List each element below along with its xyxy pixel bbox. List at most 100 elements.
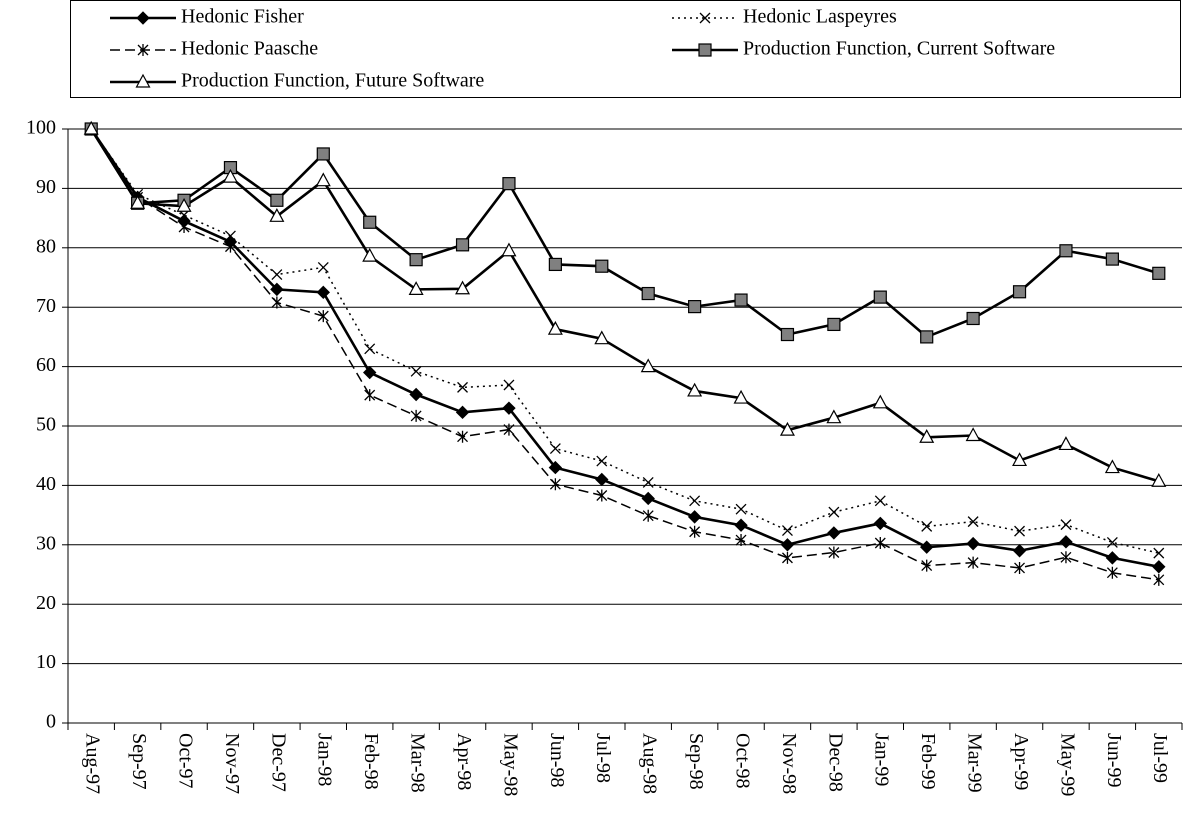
legend-item: Hedonic Fisher xyxy=(110,6,304,28)
x-tick-label: Jul-99 xyxy=(1149,733,1171,783)
data-point xyxy=(966,311,980,326)
data-point xyxy=(178,221,190,234)
data-point xyxy=(687,382,703,397)
data-point xyxy=(362,247,378,262)
data-point xyxy=(596,489,608,502)
data-point xyxy=(363,365,377,380)
data-point xyxy=(641,286,655,301)
data-point xyxy=(1105,551,1120,565)
x-tick-label: Feb-99 xyxy=(917,733,939,790)
series-line xyxy=(90,128,1160,339)
data-point xyxy=(920,330,934,344)
data-point xyxy=(873,290,887,304)
x-tick-label: Mar-99 xyxy=(964,733,986,793)
data-point xyxy=(1014,525,1025,537)
data-point xyxy=(1153,573,1165,586)
legend-marker xyxy=(135,73,151,88)
data-point xyxy=(1105,252,1119,266)
data-point xyxy=(965,427,981,442)
x-tick-label: Nov-97 xyxy=(221,733,243,794)
legend-label: Hedonic Laspeyres xyxy=(743,6,897,28)
data-point xyxy=(827,317,841,332)
data-point xyxy=(826,409,842,424)
data-point xyxy=(920,540,934,554)
data-point xyxy=(363,215,377,229)
legend-label: Production Function, Current Software xyxy=(743,38,1055,60)
data-point xyxy=(1152,266,1166,280)
x-tick-label: Oct-97 xyxy=(174,733,196,789)
legend-marker xyxy=(136,11,150,25)
data-point xyxy=(595,259,609,273)
x-tick-label: Sep-97 xyxy=(128,733,150,790)
data-point xyxy=(689,495,701,507)
legend-marker xyxy=(698,43,712,57)
data-point xyxy=(781,525,793,537)
data-point xyxy=(270,193,284,207)
data-point xyxy=(1012,452,1028,467)
series-line xyxy=(90,128,1159,581)
data-point xyxy=(130,194,146,209)
data-point xyxy=(874,495,886,507)
data-point xyxy=(780,327,795,342)
legend-label: Production Function, Future Software xyxy=(181,70,484,92)
series-line xyxy=(90,128,1160,569)
x-tick-label: Jun-99 xyxy=(1103,733,1125,787)
data-point xyxy=(364,389,376,402)
legend-label: Hedonic Fisher xyxy=(181,6,304,28)
data-point xyxy=(966,536,980,551)
x-tick-label: Dec-98 xyxy=(824,733,846,792)
legend-item: Production Function, Future Software xyxy=(110,70,484,92)
data-point xyxy=(1152,560,1166,574)
x-tick-label: Jun-98 xyxy=(546,733,568,787)
data-point xyxy=(641,491,655,506)
data-point xyxy=(781,551,793,564)
data-point xyxy=(1104,459,1120,474)
data-point xyxy=(1106,536,1118,548)
data-point xyxy=(224,240,236,253)
data-point xyxy=(919,429,935,443)
data-point xyxy=(1014,561,1025,574)
data-point xyxy=(1153,547,1165,559)
y-tick-label: 20 xyxy=(36,592,56,614)
data-point xyxy=(735,503,747,515)
y-tick-label: 30 xyxy=(36,532,56,554)
x-tick-label: Aug-98 xyxy=(639,733,661,794)
data-point xyxy=(315,172,331,187)
data-point xyxy=(967,516,979,528)
y-tick-label: 0 xyxy=(46,711,56,733)
data-point xyxy=(409,253,423,267)
data-point xyxy=(689,525,701,538)
data-point xyxy=(1060,551,1072,564)
data-point xyxy=(408,281,424,295)
data-point xyxy=(455,405,470,420)
data-point xyxy=(316,285,330,300)
y-tick-label: 80 xyxy=(36,235,56,257)
x-tick-label: Sep-98 xyxy=(685,733,707,790)
data-point xyxy=(687,510,702,524)
data-point xyxy=(688,300,702,314)
x-tick-label: May-98 xyxy=(499,733,521,796)
data-point xyxy=(502,177,516,191)
y-tick-label: 90 xyxy=(36,176,56,198)
data-point xyxy=(549,478,561,491)
legend-item: Hedonic Paasche xyxy=(110,38,318,60)
data-point xyxy=(1012,285,1027,299)
legend-item: Production Function, Current Software xyxy=(672,38,1055,60)
data-point xyxy=(1059,535,1073,549)
data-point xyxy=(1012,544,1027,558)
x-tick-label: Aug-97 xyxy=(82,733,104,794)
x-tick-label: Nov-98 xyxy=(778,733,800,794)
data-point xyxy=(921,520,933,532)
data-point xyxy=(1151,472,1167,487)
data-point xyxy=(921,559,933,572)
data-point xyxy=(873,516,887,531)
y-tick-label: 10 xyxy=(36,651,56,673)
legend-marker xyxy=(137,44,149,56)
x-tick-label: Oct-98 xyxy=(731,733,753,789)
data-point xyxy=(410,365,422,377)
data-point xyxy=(594,330,610,345)
data-point xyxy=(176,197,192,212)
x-tick-label: Dec-97 xyxy=(267,733,289,792)
